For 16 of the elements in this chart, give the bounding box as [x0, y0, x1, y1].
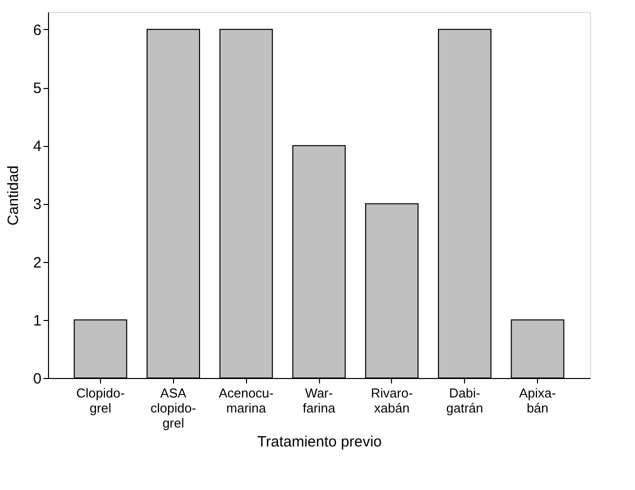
- x-tick-label: Rivaro- xabán: [370, 386, 413, 416]
- x-tick-label: Clopido- grel: [76, 386, 125, 416]
- y-tick-label: 3: [33, 196, 42, 214]
- x-axis-title: Tratamiento previo: [257, 434, 382, 450]
- y-tick-label: 2: [33, 254, 42, 272]
- y-tick-label: 4: [33, 138, 42, 156]
- y-tick-label: 5: [33, 80, 42, 98]
- y-tick-label: 1: [33, 312, 42, 330]
- x-tick-label: War- farina: [302, 386, 336, 416]
- x-tick-label: ASA clopido- grel: [150, 386, 196, 430]
- y-tick-label: 6: [33, 22, 42, 39]
- x-tick-label: Dabi- gatrán: [446, 386, 484, 416]
- x-tick-label: Acenocu- marina: [218, 386, 274, 416]
- y-tick-label: 0: [33, 370, 42, 388]
- y-axis-title: Cantidad: [5, 165, 22, 226]
- x-tick-label: Apixa- bán: [519, 386, 556, 416]
